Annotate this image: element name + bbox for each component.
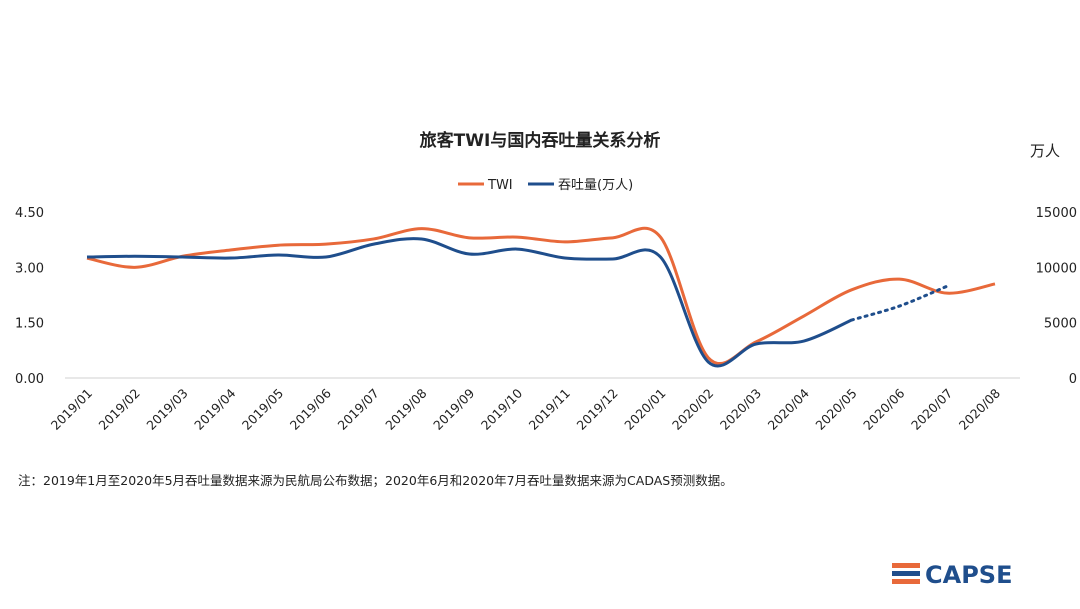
x-tick-label: 2019/12 bbox=[573, 386, 620, 433]
x-tick-label: 2019/07 bbox=[335, 386, 382, 433]
x-tick-label: 2019/02 bbox=[96, 386, 143, 433]
logo-bar bbox=[892, 563, 920, 568]
x-tick-label: 2020/08 bbox=[956, 385, 1003, 432]
x-tick-label: 2020/06 bbox=[860, 385, 907, 432]
x-tick-label: 2020/01 bbox=[621, 386, 668, 433]
x-tick-label: 2019/10 bbox=[478, 385, 525, 432]
x-tick-label: 2019/01 bbox=[48, 386, 95, 433]
series-line bbox=[86, 237, 853, 368]
x-tick-label: 2020/07 bbox=[908, 386, 955, 433]
x-tick-label: 2019/09 bbox=[430, 385, 477, 432]
x-tick-label: 2020/03 bbox=[717, 386, 764, 433]
x-tick-label: 2019/04 bbox=[191, 385, 238, 432]
x-tick-label: 2019/03 bbox=[143, 386, 190, 433]
series-line bbox=[86, 226, 996, 366]
x-tick-label: 2020/02 bbox=[669, 386, 716, 433]
logo-bar bbox=[892, 579, 920, 584]
y-tick-label: 3.00 bbox=[15, 261, 44, 276]
x-tick-label: 2019/06 bbox=[287, 385, 334, 432]
y2-tick-label: 15000 bbox=[1036, 206, 1077, 221]
brand-logo: CAPSE bbox=[925, 561, 1012, 589]
y2-tick-label: 5000 bbox=[1044, 317, 1077, 332]
projected-line bbox=[850, 284, 949, 322]
y-tick-label: 1.50 bbox=[15, 317, 44, 332]
y-tick-label: 0.00 bbox=[15, 372, 44, 387]
x-tick-label: 2019/08 bbox=[382, 385, 429, 432]
y2-axis-title: 万人 bbox=[1030, 142, 1060, 160]
footnote: 注：2019年1月至2020年5月吞吐量数据来源为民航局公布数据；2020年6月… bbox=[18, 473, 733, 488]
y2-tick-label: 0 bbox=[1069, 372, 1077, 387]
x-tick-label: 2019/11 bbox=[526, 386, 573, 433]
logo-bar bbox=[892, 571, 920, 576]
legend-label: 吞吐量(万人) bbox=[558, 178, 633, 193]
x-tick-label: 2020/05 bbox=[812, 386, 859, 433]
y2-tick-label: 10000 bbox=[1036, 261, 1077, 276]
x-tick-label: 2019/05 bbox=[239, 386, 286, 433]
legend-label: TWI bbox=[487, 178, 513, 193]
chart-title: 旅客TWI与国内吞吐量关系分析 bbox=[420, 130, 661, 151]
x-tick-label: 2020/04 bbox=[765, 385, 812, 432]
y-tick-label: 4.50 bbox=[15, 206, 44, 221]
